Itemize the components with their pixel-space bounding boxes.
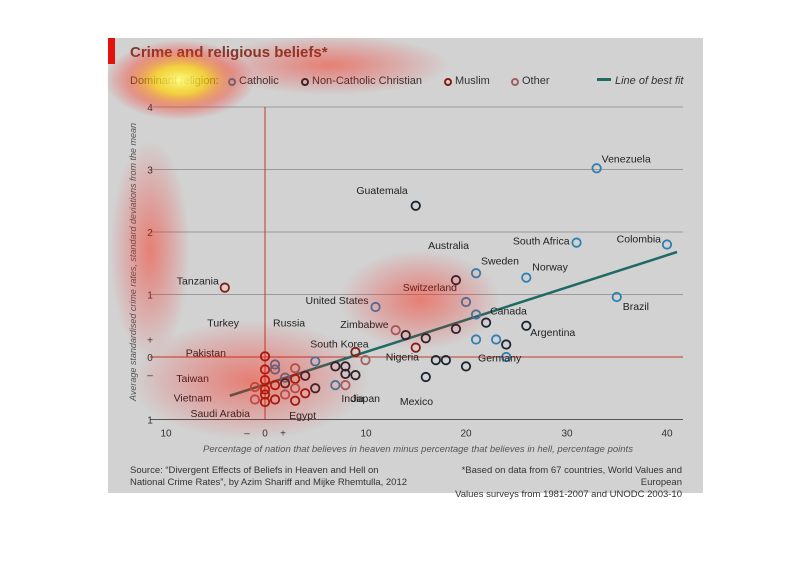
legend-item-fit-line: Line of best fit [597,75,684,87]
point-label-taiwan: Taiwan [176,373,209,385]
scatter-point-venezuela [591,163,602,174]
x-tick-label: – [244,429,250,440]
point-label-brazil: Brazil [623,301,649,313]
scatter-point-tanzania [219,282,230,293]
point-label-switzerland: Switzerland [403,282,457,294]
scatter-point-brazil [611,291,622,303]
point-label-sweden: Sweden [481,255,519,267]
scatter-point-zimbabwe [390,325,401,336]
scatter-point [460,361,472,372]
legend-label-muslim: Muslim [455,75,490,87]
point-label-japan: Japan [351,393,380,405]
source-note: Source: “Divergent Effects of Beliefs in… [130,465,407,489]
y-tick-label: 3 [147,166,153,177]
footnote: *Based on data from 67 countries, World … [420,465,682,501]
legend-label-other: Other [522,75,550,87]
point-label-mexico: Mexico [400,396,433,408]
scatter-point [310,383,321,394]
point-label-australia: Australia [428,240,469,252]
scatter-point-argentina [521,320,532,331]
scatter-point [300,388,311,399]
footnote-line-2: Values surveys from 1981-2007 and UNODC … [455,489,682,500]
point-label-norway: Norway [532,262,568,274]
scatter-point [420,333,431,344]
x-tick-label: + [280,429,286,440]
y-tick-label: 1 [147,291,153,302]
point-label-south-korea: South Korea [310,338,369,350]
point-label-germany: Germany [478,353,522,365]
point-label-argentina: Argentina [530,327,575,339]
scatter-point [290,363,301,374]
legend-label-fit-line: Line of best fit [615,75,684,87]
point-label-guatemala: Guatemala [356,185,408,197]
scatter-point-canada [480,317,492,328]
x-tick-label: 30 [561,429,573,440]
x-tick-label: 0 [262,429,268,440]
scatter-point-india [330,380,341,391]
scatter-point [491,334,502,345]
y-tick-label: 0 [147,353,153,364]
scatter-point-norway [521,272,532,283]
scatter-point-south-korea [310,356,321,367]
legend-item-other: Other [511,75,550,87]
scatter-point [290,383,301,394]
scatter-point [269,394,281,405]
scatter-point [440,355,451,366]
point-labels-group: Venezuela Guatemala South Africa Colombia Ta… [174,153,662,422]
point-label-vietnam: Vietnam [174,393,213,405]
x-tick-label: 10 [360,429,372,440]
scatter-point [420,371,431,383]
axes: 10 – 0 +10 20 30 40 4 3 2 1 +0 – 1 [147,103,673,440]
point-label-united-states: United States [306,295,369,307]
source-line-2: National Crime Rates”, by Azim Shariff a… [130,477,408,488]
y-tick-label: – [147,371,153,382]
footnote-line-1: *Based on data from 67 countries, World … [461,465,682,488]
point-label-pakistan: Pakistan [186,348,226,360]
x-axis-label: Percentage of nation that believes in he… [203,444,633,455]
scatter-point-mexico [430,355,441,366]
point-label-venezuela: Venezuela [602,153,651,165]
scatter-point-germany [470,334,482,345]
y-tick-label: 4 [147,103,153,114]
legend-marker-fit-line [597,78,611,81]
legend-marker-other [511,78,519,86]
scatter-point [501,339,512,350]
point-label-saudi-arabia: Saudi Arabia [190,408,250,420]
scatter-point [279,389,291,400]
x-tick-label: 20 [460,429,472,440]
point-label-canada: Canada [490,306,527,318]
point-label-nigeria: Nigeria [386,352,419,364]
y-tick-label: + [147,336,153,347]
x-tick-label: 10 [160,429,172,440]
scatter-point-sweden [470,268,482,279]
x-tick-label: 40 [661,429,673,440]
point-label-tanzania: Tanzania [177,276,219,288]
scatter-point-egypt [290,395,301,406]
scatter-point-japan [340,380,351,391]
point-label-egypt: Egypt [289,410,316,422]
scatter-point-switzerland [460,296,472,308]
scatter-point [330,361,341,372]
scatter-point-guatemala [410,200,421,211]
scatter-point [501,351,512,363]
y-tick-label: 1 [147,416,153,427]
scatter-point-nigeria [410,342,421,353]
scatter-point-vietnam [249,394,261,405]
y-axis-label: Average standardised crime rates, standa… [128,123,138,402]
scatter-point [279,378,291,389]
point-label-colombia: Colombia [617,234,662,246]
point-label-zimbabwe: Zimbabwe [340,319,389,331]
y-tick-label: 2 [147,228,153,239]
point-label-russia: Russia [273,318,305,330]
source-line-1: Source: “Divergent Effects of Beliefs in… [130,465,379,476]
scatter-point-united-states [370,301,381,313]
point-label-turkey: Turkey [207,317,239,329]
scatter-point-colombia [661,239,673,250]
scatter-point [350,370,361,381]
scatter-point [450,323,462,334]
scatter-point-south-africa [571,237,582,248]
point-label-south-africa: South Africa [513,236,570,248]
